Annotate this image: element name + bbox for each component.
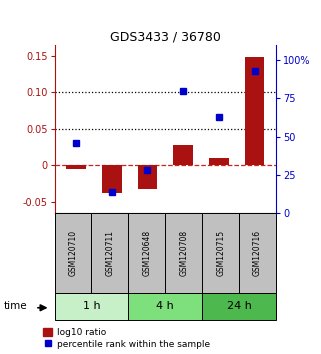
Text: 1 h: 1 h: [83, 301, 100, 312]
Text: GSM120710: GSM120710: [68, 230, 78, 276]
Bar: [245, 57, 265, 165]
Text: GSM120711: GSM120711: [105, 230, 115, 276]
Bar: [173, 145, 193, 165]
Text: GSM120715: GSM120715: [216, 230, 225, 276]
Text: GSM120708: GSM120708: [179, 230, 188, 276]
Text: time: time: [3, 301, 27, 312]
Bar: [209, 158, 229, 165]
Bar: [66, 165, 86, 169]
Bar: [102, 165, 122, 193]
Text: 4 h: 4 h: [156, 301, 174, 312]
Bar: [138, 165, 157, 189]
Text: 24 h: 24 h: [227, 301, 252, 312]
Text: GSM120648: GSM120648: [142, 230, 152, 276]
Title: GDS3433 / 36780: GDS3433 / 36780: [110, 31, 221, 44]
Legend: log10 ratio, percentile rank within the sample: log10 ratio, percentile rank within the …: [43, 328, 210, 349]
Text: GSM120716: GSM120716: [253, 230, 262, 276]
